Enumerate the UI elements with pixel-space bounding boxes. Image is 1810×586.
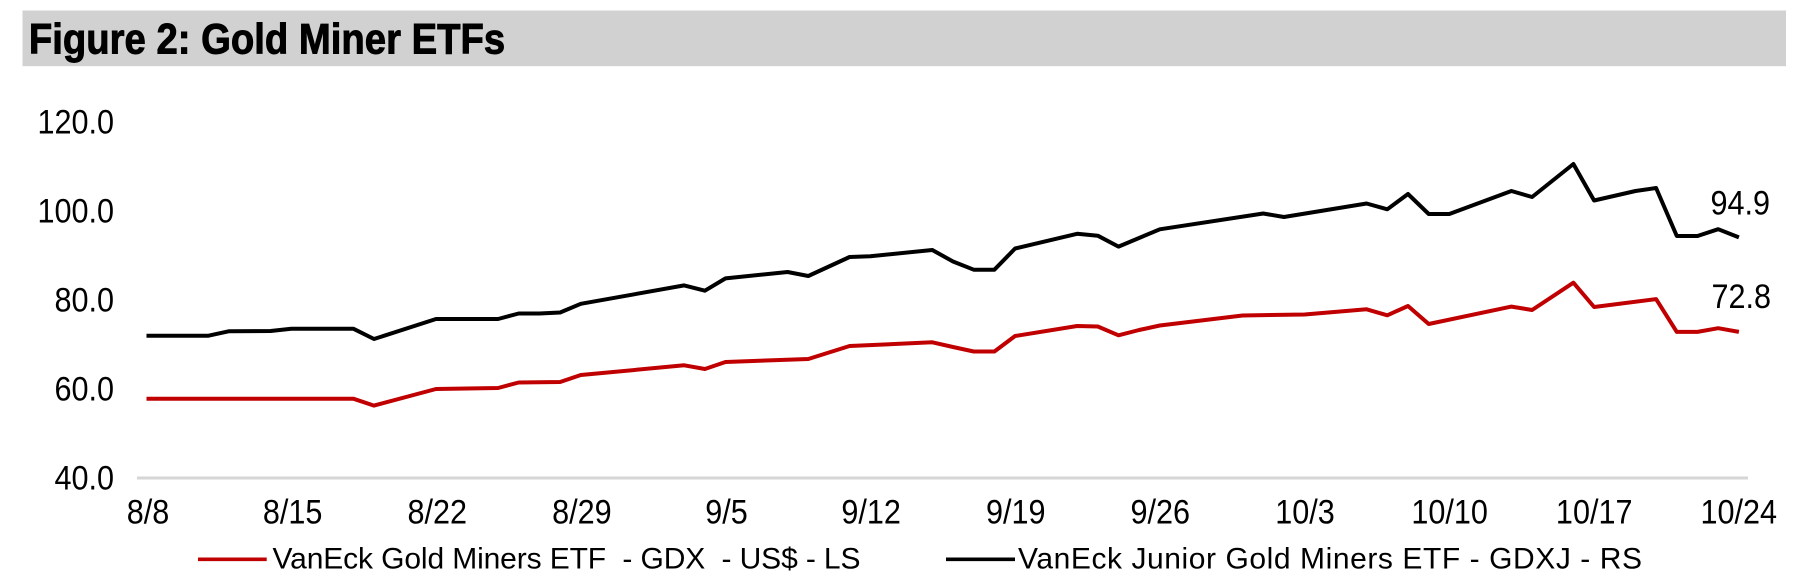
svg-text:9/5: 9/5 [705, 493, 748, 531]
svg-text:9/19: 9/19 [986, 493, 1046, 531]
svg-text:VanEck Gold Miners ETF - GDX: VanEck Gold Miners ETF - GDX - US$ - LS [273, 543, 861, 576]
svg-text:120.0: 120.0 [37, 103, 114, 141]
svg-text:100.0: 100.0 [37, 192, 114, 230]
svg-text:Figure 2: Gold Miner ETFs: Figure 2: Gold Miner ETFs [29, 15, 505, 63]
svg-text:VanEck Junior Gold Miners ETF: VanEck Junior Gold Miners ETF - GDXJ - R… [1018, 543, 1642, 576]
svg-text:8/15: 8/15 [263, 493, 323, 531]
svg-text:8/22: 8/22 [407, 493, 467, 531]
svg-text:10/24: 10/24 [1701, 493, 1778, 531]
svg-text:94.9: 94.9 [1710, 184, 1770, 222]
svg-text:60.0: 60.0 [54, 370, 114, 408]
svg-text:10/10: 10/10 [1411, 493, 1488, 531]
svg-text:72.8: 72.8 [1711, 278, 1771, 316]
svg-text:40.0: 40.0 [54, 459, 114, 497]
svg-text:10/3: 10/3 [1275, 493, 1335, 531]
svg-text:80.0: 80.0 [54, 281, 114, 319]
svg-text:10/17: 10/17 [1556, 493, 1633, 531]
svg-text:8/29: 8/29 [552, 493, 612, 531]
svg-text:9/26: 9/26 [1131, 493, 1191, 531]
svg-text:9/12: 9/12 [841, 493, 901, 531]
svg-text:8/8: 8/8 [127, 493, 170, 531]
